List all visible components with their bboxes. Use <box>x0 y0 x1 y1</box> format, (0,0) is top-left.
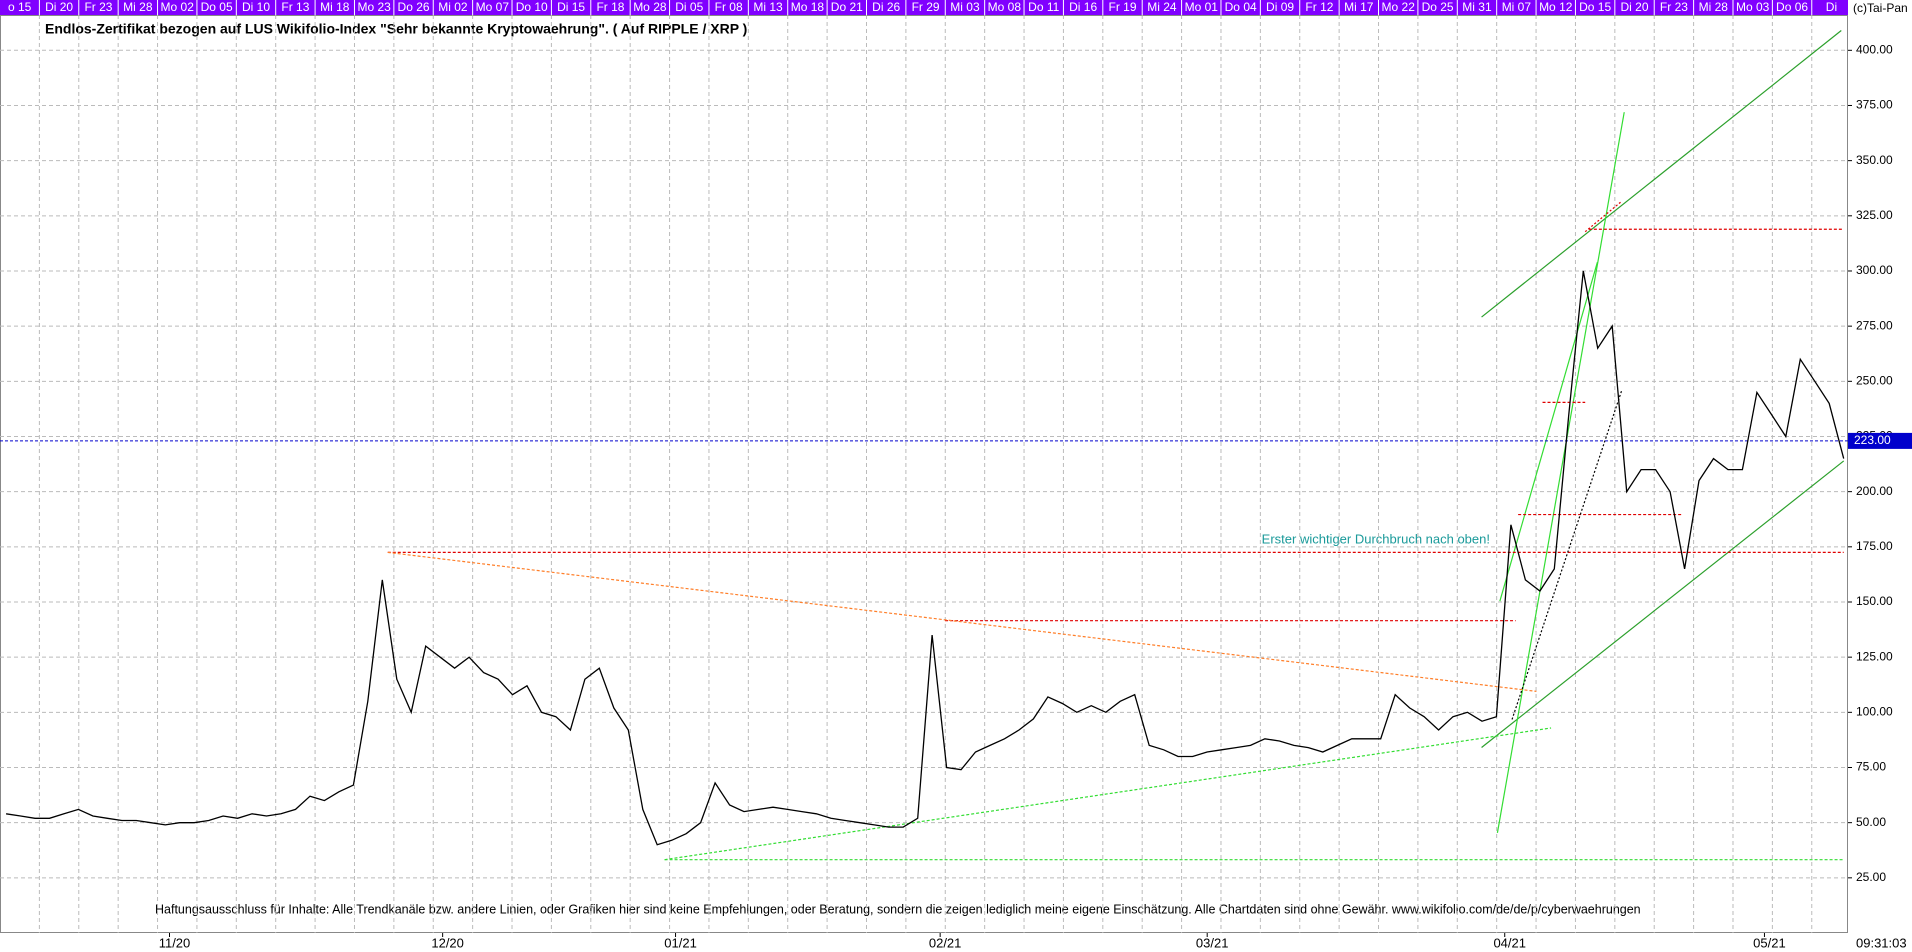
y-tick-label: 300.00 <box>1856 263 1893 277</box>
date-label: Mi 07 <box>1502 0 1532 14</box>
x-tick-label: 04/21 <box>1493 935 1526 950</box>
y-tick-label: 125.00 <box>1856 649 1893 663</box>
date-label: Di 20 <box>1621 0 1649 14</box>
annotation: Erster wichtiger Durchbruch nach oben! <box>1262 531 1490 546</box>
x-tick-label: 03/21 <box>1196 935 1229 950</box>
chart-title: Endlos-Zertifikat bezogen auf LUS Wikifo… <box>45 21 747 37</box>
date-label: Mo 18 <box>791 0 825 14</box>
date-label: Mo 12 <box>1539 0 1573 14</box>
copyright: (c)Tai-Pan <box>1853 1 1908 15</box>
price-line <box>6 270 1845 846</box>
date-label: o 15 <box>8 0 32 14</box>
date-label: Mo 02 <box>161 0 195 14</box>
date-label: Fr 12 <box>1305 0 1333 14</box>
y-tick-label: 150.00 <box>1856 594 1893 608</box>
y-tick-label: 25.00 <box>1856 870 1886 884</box>
date-label: Mi 02 <box>438 0 468 14</box>
date-label: Do 15 <box>1579 0 1611 14</box>
date-label: Fr 29 <box>912 0 940 14</box>
trendline <box>1481 30 1842 318</box>
y-tick-label: 200.00 <box>1856 484 1893 498</box>
x-tick-label: 01/21 <box>664 935 697 950</box>
date-label: Fr 13 <box>281 0 309 14</box>
date-label: Mi 24 <box>1147 0 1177 14</box>
y-tick-label: 350.00 <box>1856 153 1893 167</box>
disclaimer: Haftungsausschluss für Inhalte: Alle Tre… <box>155 902 1641 916</box>
y-tick-label: 100.00 <box>1856 704 1893 718</box>
date-label: Do 21 <box>831 0 863 14</box>
date-label: Di 26 <box>872 0 900 14</box>
date-label: Do 04 <box>1225 0 1257 14</box>
y-tick-label: 175.00 <box>1856 539 1893 553</box>
date-label: Mi 28 <box>123 0 153 14</box>
trendline <box>387 551 1537 692</box>
date-label: Fr 19 <box>1108 0 1136 14</box>
date-label: Fr 23 <box>84 0 112 14</box>
date-label: Mi 31 <box>1462 0 1492 14</box>
date-label: Mi 17 <box>1344 0 1374 14</box>
date-label: Di 10 <box>242 0 270 14</box>
y-tick-label: 400.00 <box>1856 42 1893 56</box>
x-tick-label: 05/21 <box>1753 935 1786 950</box>
date-label: Di 15 <box>557 0 585 14</box>
date-label: Mo 01 <box>1185 0 1219 14</box>
x-tick-label: 11/20 <box>159 935 191 950</box>
time: 09:31:03 <box>1856 935 1907 950</box>
y-tick-label: 325.00 <box>1856 208 1893 222</box>
date-label: Di 05 <box>675 0 703 14</box>
date-label: Di 16 <box>1069 0 1097 14</box>
x-tick-label: 12/20 <box>431 935 464 950</box>
date-label: Do 10 <box>516 0 548 14</box>
trendline <box>1496 112 1625 833</box>
last-price-box <box>1848 432 1912 449</box>
date-label: Mo 07 <box>476 0 510 14</box>
date-label: Mo 28 <box>633 0 667 14</box>
date-label: Di 20 <box>45 0 73 14</box>
date-label: Mi 03 <box>950 0 980 14</box>
y-tick-label: 275.00 <box>1856 318 1893 332</box>
date-label: Do 25 <box>1422 0 1454 14</box>
date-label: Fr 08 <box>715 0 743 14</box>
date-label: Mi 28 <box>1699 0 1729 14</box>
date-label: Fr 23 <box>1660 0 1688 14</box>
last-price-label: 223.00 <box>1854 433 1891 447</box>
date-label: Mo 08 <box>988 0 1022 14</box>
y-tick-label: 50.00 <box>1856 815 1886 829</box>
date-label: Mi 18 <box>320 0 350 14</box>
date-label: Mo 22 <box>1382 0 1416 14</box>
date-label: Di 09 <box>1266 0 1294 14</box>
y-tick-label: 250.00 <box>1856 373 1893 387</box>
trendline <box>664 727 1552 861</box>
y-tick-label: 375.00 <box>1856 98 1893 112</box>
date-label: Mi 13 <box>753 0 783 14</box>
date-label: Di <box>1826 0 1837 14</box>
date-label: Fr 18 <box>596 0 624 14</box>
y-tick-label: 75.00 <box>1856 760 1886 774</box>
plot-frame <box>0 15 1848 933</box>
date-label: Do 06 <box>1776 0 1808 14</box>
date-label: Mo 03 <box>1736 0 1770 14</box>
date-label: Do 05 <box>201 0 233 14</box>
trendline <box>1481 460 1845 748</box>
date-strip <box>0 0 1848 15</box>
date-label: Do 11 <box>1028 0 1059 14</box>
x-tick-label: 02/21 <box>929 935 962 950</box>
date-label: Do 26 <box>398 0 430 14</box>
trendline <box>1511 390 1623 720</box>
date-label: Mo 23 <box>357 0 391 14</box>
